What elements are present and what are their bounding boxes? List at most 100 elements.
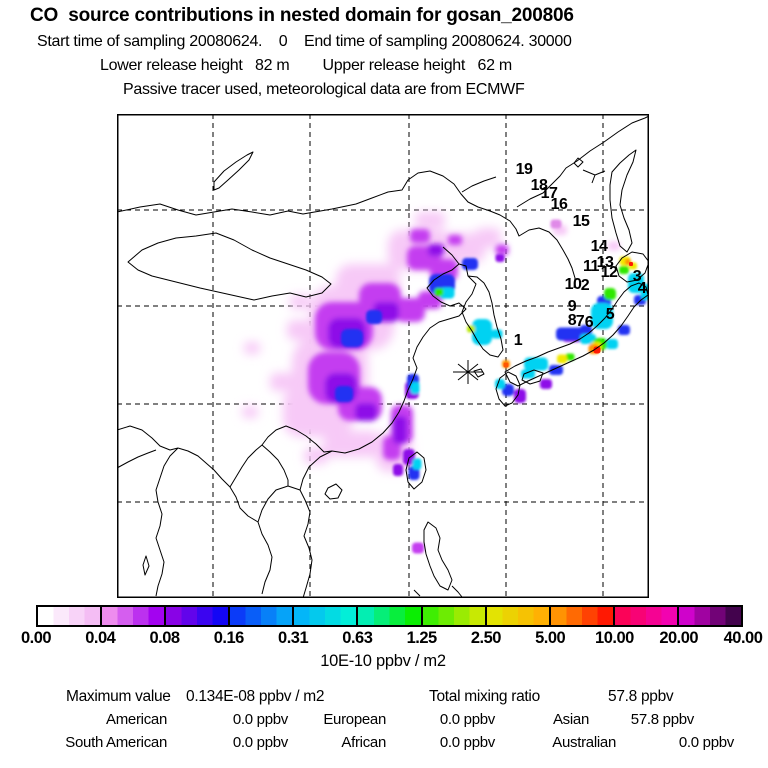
colorbar-tick: 0.63: [342, 629, 373, 647]
plume-blob: [502, 384, 514, 396]
plume-blob: [434, 288, 444, 296]
region-value-south-american: 0.0 ppbv: [232, 734, 288, 751]
colorbar-tick: 20.00: [659, 629, 699, 647]
coastline: [451, 585, 463, 598]
region-label-european: European: [323, 711, 386, 728]
plume-blob: [403, 449, 415, 465]
region-label-asian: Asian: [552, 711, 589, 728]
coastline: [516, 115, 649, 208]
total-mixing-ratio-value: 57.8 ppbv: [608, 688, 674, 705]
coastline: [461, 176, 497, 193]
coastline: [582, 169, 606, 184]
region-label-american: American: [106, 711, 167, 728]
colorbar: [36, 605, 743, 627]
receptor-label-12: 12: [600, 264, 618, 281]
plume-blob: [324, 431, 380, 457]
map-panel: 1 2 3 4 5 6 7 8 9 10 11 12 13 14 15 16 17 18 19: [117, 114, 649, 598]
colorbar-units: 10E-10 ppbv / m2: [320, 652, 446, 670]
plume-blob: [593, 346, 601, 354]
coastline: [127, 232, 332, 301]
plume-blob: [618, 325, 630, 335]
colorbar-segment: [358, 607, 423, 625]
plume-blob: [415, 212, 445, 228]
plume-blob: [242, 406, 258, 418]
receptor-label-14: 14: [590, 238, 608, 255]
receptor-label-19: 19: [515, 161, 533, 178]
coastline: [229, 425, 333, 488]
plume-blob: [549, 365, 563, 375]
total-mixing-ratio-label: Total mixing ratio: [429, 688, 540, 705]
plume-blob: [472, 319, 492, 345]
plume-blob: [495, 244, 509, 256]
figure-title: CO source contributions in nested domain…: [30, 5, 574, 26]
region-label-south-american: South American: [65, 734, 167, 751]
map-border: [117, 114, 649, 598]
coastline: [473, 368, 485, 378]
receptor-label-18: 18: [530, 177, 548, 194]
release-height-line: Lower release height 82 m Upper release …: [100, 57, 512, 74]
plume-blob: [462, 258, 478, 270]
receptor-label-3: 3: [632, 268, 642, 285]
plume-blob: [290, 295, 310, 309]
coastline: [213, 151, 254, 191]
region-label-african: African: [341, 734, 386, 751]
colorbar-tick: 1.25: [406, 629, 438, 647]
receptor-label-5: 5: [605, 306, 615, 323]
plume-blob: [556, 327, 584, 341]
plume-blob: [341, 329, 363, 347]
colorbar-segment: [294, 607, 359, 625]
receptor-label-16: 16: [550, 196, 568, 213]
region-value-european: 0.0 ppbv: [439, 711, 495, 728]
plume-blob: [495, 379, 505, 389]
plume-blob: [521, 369, 535, 379]
receptor-label-17: 17: [540, 185, 558, 202]
coastline: [615, 251, 649, 283]
station-marker-asterisk: [457, 363, 479, 381]
coastline: [413, 589, 421, 597]
plume-blob: [606, 339, 618, 349]
receptor-label-11: 11: [583, 258, 599, 275]
plume-blob: [514, 389, 526, 403]
coastline: [261, 444, 289, 486]
plume-layer: [503, 262, 633, 368]
coastline: [155, 447, 179, 597]
plume-blob: [270, 373, 294, 391]
plume-blob: [366, 310, 382, 324]
plume-layer: [308, 225, 620, 460]
colorbar-segment: [678, 607, 742, 625]
receptor-label-15: 15: [572, 213, 590, 230]
plume-blob: [565, 353, 575, 361]
plume-blob: [335, 386, 353, 402]
receptor-label-8: 8: [567, 312, 577, 329]
colorbar-tick: 0.04: [85, 629, 116, 647]
coastline: [117, 425, 179, 451]
colorbar-segment: [422, 607, 487, 625]
plume-blob: [393, 464, 403, 476]
plume-blob: [448, 235, 462, 245]
max-value-label: Maximum value: [66, 688, 171, 705]
coastline: [117, 449, 157, 469]
receptor-label-10: 10: [564, 276, 582, 293]
receptor-label-2: 2: [580, 277, 590, 294]
coastline: [573, 157, 584, 168]
coastline: [177, 447, 259, 523]
coastline: [423, 521, 453, 591]
plume-blob: [244, 342, 260, 354]
plume-blob: [412, 458, 422, 470]
plume-blob: [557, 354, 567, 364]
colorbar-segment: [614, 607, 679, 625]
region-value-american: 0.0 ppbv: [232, 711, 288, 728]
tracer-info-line: Passive tracer used, meteorological data…: [123, 81, 525, 98]
plume-blob: [550, 219, 562, 229]
sampling-time-line: Start time of sampling 20080624. 0 End t…: [37, 33, 572, 50]
plume-blob: [495, 254, 505, 262]
plume-blob: [410, 382, 420, 394]
plume-blob: [428, 244, 444, 256]
coastline: [495, 371, 521, 407]
coastline: [609, 149, 637, 253]
colorbar-tick: 0.08: [149, 629, 180, 647]
coastline: [521, 369, 544, 385]
plume-blob: [395, 298, 425, 322]
plume-blob: [619, 266, 629, 274]
